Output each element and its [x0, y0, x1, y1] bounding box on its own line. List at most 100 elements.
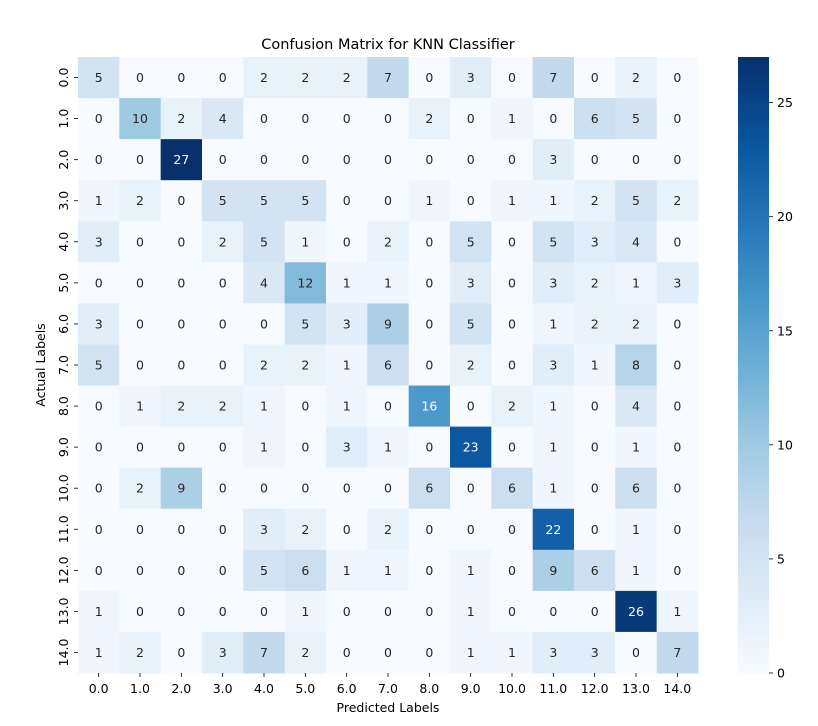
heatmap-cell: [367, 344, 410, 387]
cell-value-label: 3: [549, 358, 557, 373]
cell-value-label: 0: [343, 234, 351, 249]
cell-value-label: 0: [591, 604, 599, 619]
cell-value-label: 5: [260, 234, 268, 249]
y-tick-label: 1.0: [56, 109, 71, 129]
cell-value-label: 0: [508, 234, 516, 249]
heatmap-cell: [284, 508, 327, 551]
heatmap-cell: [450, 631, 492, 674]
heatmap-cell: [615, 385, 658, 428]
cell-value-label: 3: [591, 234, 599, 249]
cell-value-label: 0: [219, 604, 227, 619]
heatmap-cell: [408, 303, 451, 345]
cell-value-label: 2: [219, 399, 227, 414]
heatmap-cell: [574, 98, 616, 140]
heatmap-cell: [326, 426, 368, 469]
heatmap-cell: [491, 57, 534, 99]
heatmap-cell: [408, 98, 451, 140]
heatmap-cell: [202, 57, 244, 99]
heatmap-cell: [574, 631, 616, 674]
heatmap-cell: [119, 590, 162, 633]
cell-value-label: 0: [177, 645, 185, 660]
heatmap-cell: [119, 426, 162, 469]
cell-value-label: 0: [384, 111, 392, 126]
cell-value-label: 0: [260, 152, 268, 167]
cell-value-label: 5: [95, 358, 103, 373]
cell-value-label: 2: [632, 316, 640, 331]
heatmap-cell: [450, 221, 492, 263]
colorbar-tick-label: 15: [777, 323, 793, 338]
heatmap-cell: [532, 631, 575, 674]
cell-value-label: 1: [591, 358, 599, 373]
heatmap-cell: [326, 590, 368, 633]
heatmap-cell: [532, 590, 575, 633]
heatmap-cell: [367, 631, 410, 674]
y-tick-label: 7.0: [56, 355, 71, 375]
heatmap-cell: [119, 139, 162, 181]
heatmap-cell: [615, 57, 658, 99]
cell-value-label: 1: [549, 481, 557, 496]
heatmap-cell: [450, 98, 492, 140]
y-tick-label: 6.0: [56, 314, 71, 334]
heatmap-cell: [119, 180, 162, 222]
cell-value-label: 1: [632, 522, 640, 537]
heatmap-cell: [119, 221, 162, 263]
cell-value-label: 2: [301, 645, 309, 660]
heatmap-cell: [574, 549, 616, 592]
cell-value-label: 2: [260, 358, 268, 373]
cell-value-label: 1: [343, 563, 351, 578]
heatmap-cell: [532, 98, 575, 140]
cell-value-label: 0: [425, 234, 433, 249]
cell-value-label: 6: [591, 111, 599, 126]
heatmap-cell: [326, 262, 368, 304]
heatmap-cell: [160, 262, 203, 304]
cell-value-label: 1: [467, 563, 475, 578]
heatmap-cell: [202, 98, 244, 140]
cell-value-label: 0: [301, 440, 309, 455]
cell-value-label: 0: [508, 152, 516, 167]
cell-value-label: 1: [343, 358, 351, 373]
heatmap-cell: [491, 385, 534, 428]
cell-value-label: 3: [260, 522, 268, 537]
cell-value-label: 0: [136, 440, 144, 455]
heatmap-cell: [408, 385, 451, 428]
heatmap-cell: [284, 631, 327, 674]
cell-value-label: 0: [177, 440, 185, 455]
cell-value-label: 0: [508, 604, 516, 619]
heatmap-cell: [532, 262, 575, 304]
cell-value-label: 7: [260, 645, 268, 660]
heatmap-cell: [450, 57, 492, 99]
cell-value-label: 2: [260, 70, 268, 85]
cell-value-label: 0: [343, 152, 351, 167]
heatmap-cell: [243, 180, 286, 222]
cell-value-label: 3: [467, 70, 475, 85]
cell-value-label: 0: [673, 111, 681, 126]
cell-value-label: 0: [95, 275, 103, 290]
heatmap-cell: [284, 303, 327, 345]
cell-value-label: 5: [467, 234, 475, 249]
heatmap-cell: [243, 221, 286, 263]
cell-value-label: 2: [425, 111, 433, 126]
cell-value-label: 1: [549, 440, 557, 455]
cell-value-label: 7: [673, 645, 681, 660]
heatmap-cell: [450, 385, 492, 428]
heatmap-cell: [243, 467, 286, 510]
cell-value-label: 8: [632, 358, 640, 373]
cell-value-label: 0: [260, 111, 268, 126]
heatmap-cell: [326, 549, 368, 592]
heatmap-cell: [160, 221, 203, 263]
cell-value-label: 0: [219, 152, 227, 167]
heatmap-cell: [160, 549, 203, 592]
colorbar-gradient: [738, 57, 769, 673]
heatmap-cell: [78, 98, 120, 140]
cell-value-label: 0: [177, 522, 185, 537]
cell-value-label: 1: [384, 275, 392, 290]
heatmap-cell-labels: 5 0 0 0 2 2 2 7 0 3 0 7 0 2 00 10 2 4 0 0 0 0 2 0 1 0 6 5 00 0 27 0 0 0 0 0…: [95, 70, 682, 660]
cell-value-label: 4: [219, 111, 227, 126]
heatmap-cell: [119, 303, 162, 345]
cell-value-label: 5: [549, 234, 557, 249]
heatmap-cell: [656, 57, 699, 99]
heatmap-cell: [284, 344, 327, 387]
heatmap-cell: [367, 467, 410, 510]
cell-value-label: 0: [177, 70, 185, 85]
colorbar-tick-label: 5: [777, 551, 785, 566]
